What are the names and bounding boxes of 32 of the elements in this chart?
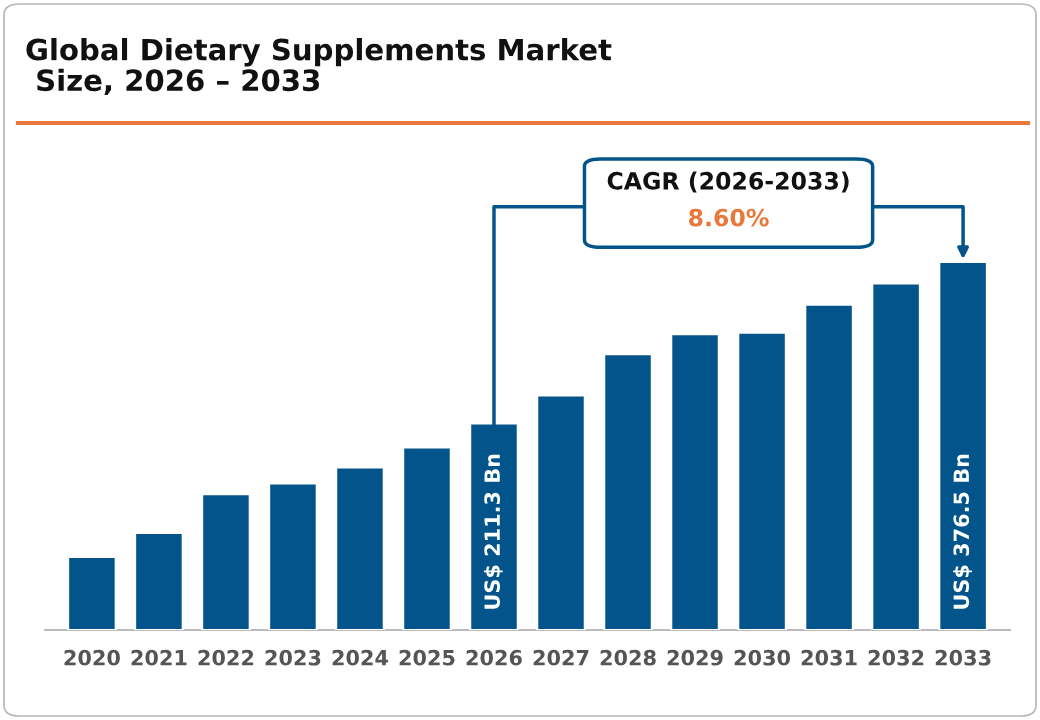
data-label: US$ 211.3 Bn bbox=[483, 454, 503, 609]
bar bbox=[268, 482, 318, 630]
bar bbox=[402, 446, 452, 630]
x-tick-label: 2031 bbox=[801, 649, 857, 666]
x-tick-label: 2022 bbox=[198, 649, 254, 666]
bar bbox=[670, 333, 720, 630]
x-tick-label: 2026 bbox=[466, 649, 522, 666]
x-tick-label: 2023 bbox=[265, 649, 321, 666]
x-tick-label: 2030 bbox=[734, 649, 791, 666]
x-tick-label: 2027 bbox=[533, 649, 589, 666]
bar bbox=[536, 394, 586, 630]
x-tick-label: 2033 bbox=[935, 649, 991, 666]
bar bbox=[603, 353, 653, 630]
chart-title: Global Dietary Supplements Market Size, 2026 – 2033 bbox=[26, 38, 612, 95]
bar bbox=[67, 555, 117, 630]
x-tick-label: 2028 bbox=[600, 649, 656, 666]
bar bbox=[871, 282, 921, 630]
bar bbox=[201, 493, 251, 630]
x-tick-label: 2020 bbox=[64, 649, 120, 666]
data-label: US$ 376.5 Bn bbox=[953, 454, 972, 609]
bar bbox=[737, 331, 787, 630]
text: 8.60% bbox=[689, 208, 769, 227]
x-tick-label: 2021 bbox=[131, 649, 187, 666]
x-tick-label: 2025 bbox=[399, 649, 455, 666]
bar bbox=[804, 303, 854, 630]
bar bbox=[938, 262, 988, 630]
x-tick-label: 2024 bbox=[332, 649, 388, 666]
text: CAGR (2026-2033) bbox=[607, 171, 849, 193]
bar bbox=[335, 466, 385, 630]
x-tick-label: 2029 bbox=[667, 649, 723, 666]
x-tick-label: 2032 bbox=[868, 649, 924, 666]
bar bbox=[134, 531, 184, 630]
